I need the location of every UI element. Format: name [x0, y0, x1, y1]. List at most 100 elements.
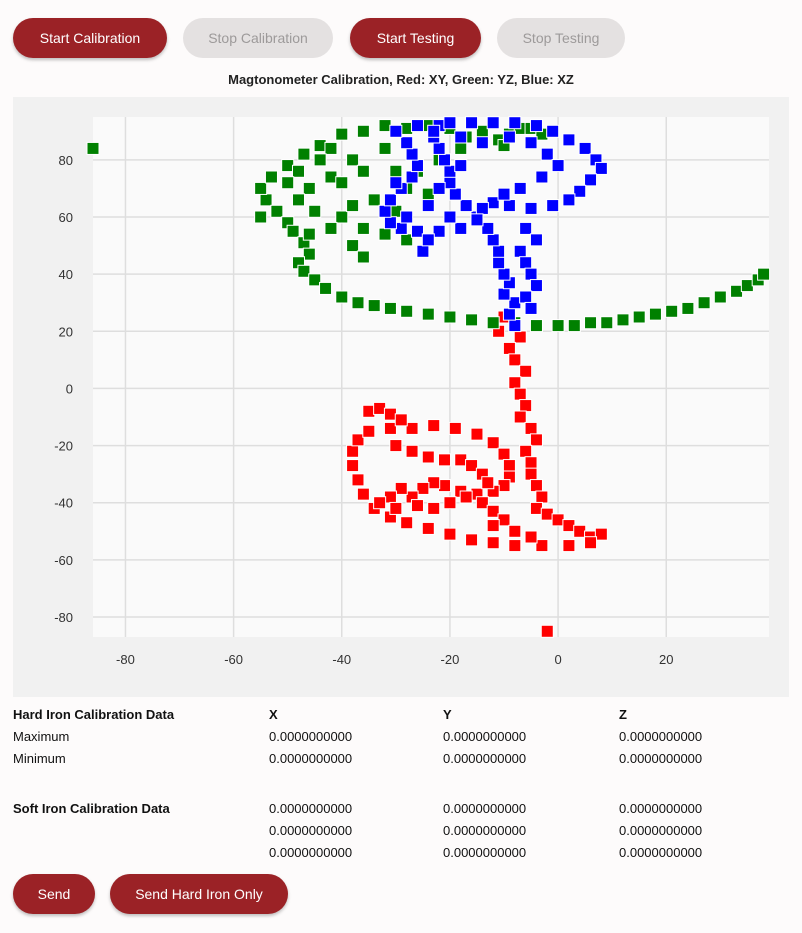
data-point [308, 273, 322, 287]
y-tick-label: 60 [59, 210, 73, 225]
y-tick-label: -40 [54, 496, 73, 511]
data-point [465, 459, 479, 473]
x-tick-label: -40 [332, 652, 351, 667]
data-point [519, 221, 533, 235]
data-point [665, 304, 679, 318]
data-point [438, 153, 452, 167]
data-point [351, 433, 365, 447]
hard-iron-max-y: 0.0000000000 [443, 729, 527, 744]
data-point [454, 453, 468, 467]
data-point [481, 476, 495, 490]
data-point [513, 181, 527, 195]
data-point [508, 296, 522, 310]
data-point [335, 127, 349, 141]
data-point [356, 221, 370, 235]
data-point [335, 210, 349, 224]
data-point [524, 530, 538, 544]
data-point [432, 141, 446, 155]
data-point [448, 421, 462, 435]
data-point [562, 193, 576, 207]
data-point [416, 481, 430, 495]
data-point [594, 527, 608, 541]
data-point [421, 450, 435, 464]
data-point [459, 490, 473, 504]
data-point [546, 199, 560, 213]
data-point [562, 519, 576, 533]
data-point [513, 387, 527, 401]
data-point [443, 176, 457, 190]
soft-iron-heading: Soft Iron Calibration Data [13, 801, 170, 816]
data-point [529, 479, 543, 493]
data-point [492, 256, 506, 270]
y-tick-label: -20 [54, 439, 73, 454]
col-z-header: Z [619, 707, 627, 722]
data-point [486, 536, 500, 550]
data-point [367, 299, 381, 313]
data-point [389, 164, 403, 178]
data-point [497, 513, 511, 527]
data-point [492, 244, 506, 258]
data-point [302, 181, 316, 195]
data-point [551, 319, 565, 333]
data-point [421, 199, 435, 213]
data-point [486, 519, 500, 533]
y-tick-label: -60 [54, 553, 73, 568]
data-point [497, 447, 511, 461]
start-calibration-button[interactable]: Start Calibration [13, 18, 167, 58]
chart-title: Magtonometer Calibration, Red: XY, Green… [228, 72, 574, 87]
data-point [324, 141, 338, 155]
data-point [459, 199, 473, 213]
data-point [324, 170, 338, 184]
data-point [497, 267, 511, 281]
data-point [448, 187, 462, 201]
data-point [443, 164, 457, 178]
soft-iron-r2-z: 0.0000000000 [619, 823, 703, 838]
data-point [281, 176, 295, 190]
data-point [346, 153, 360, 167]
data-point [502, 199, 516, 213]
data-point [465, 313, 479, 327]
data-point [562, 133, 576, 147]
start-testing-button[interactable]: Start Testing [350, 18, 481, 58]
grid-lines [93, 117, 769, 637]
data-point [519, 290, 533, 304]
data-point [405, 444, 419, 458]
y-tick-label: -80 [54, 610, 73, 625]
data-point [405, 170, 419, 184]
data-point [302, 247, 316, 261]
data-point [427, 124, 441, 138]
data-point [486, 436, 500, 450]
data-point [497, 479, 511, 493]
data-point [454, 141, 468, 155]
send-button[interactable]: Send [13, 874, 95, 914]
stop-calibration-button[interactable]: Stop Calibration [183, 18, 333, 58]
data-point [373, 401, 387, 415]
soft-iron-r2-x: 0.0000000000 [269, 823, 353, 838]
data-point [373, 496, 387, 510]
data-point [438, 453, 452, 467]
send-hard-iron-only-button[interactable]: Send Hard Iron Only [110, 874, 288, 914]
data-point [410, 499, 424, 513]
data-point [410, 159, 424, 173]
data-point [362, 424, 376, 438]
data-point [600, 316, 614, 330]
data-point [356, 164, 370, 178]
data-point [616, 313, 630, 327]
data-point [529, 433, 543, 447]
data-point [730, 284, 744, 298]
data-point [389, 501, 403, 515]
data-point [519, 256, 533, 270]
data-point [573, 524, 587, 538]
data-point [270, 204, 284, 218]
soft-iron-r1-z: 0.0000000000 [619, 801, 703, 816]
data-point [292, 193, 306, 207]
calibration-scatter-chart: -80 -60 -40 -20 0 20 80 60 40 20 0 -20 -40 -60 -80 [54, 116, 771, 667]
data-point [497, 187, 511, 201]
stop-testing-button[interactable]: Stop Testing [497, 18, 625, 58]
soft-iron-r1-x: 0.0000000000 [269, 801, 353, 816]
soft-iron-r1-y: 0.0000000000 [443, 801, 527, 816]
data-point [351, 296, 365, 310]
data-point [281, 159, 295, 173]
data-point [427, 419, 441, 433]
data-point [389, 439, 403, 453]
